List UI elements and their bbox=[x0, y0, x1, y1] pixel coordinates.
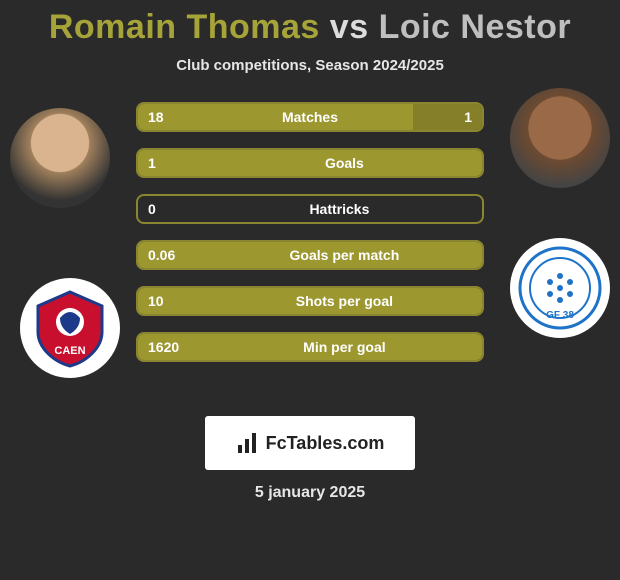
title-vs: vs bbox=[330, 8, 369, 46]
stat-right-value: 1 bbox=[413, 104, 482, 130]
stat-left-value: 18 bbox=[138, 104, 207, 130]
stat-left-value: 0 bbox=[138, 196, 207, 222]
subtitle: Club competitions, Season 2024/2025 bbox=[0, 57, 620, 74]
stat-label: Min per goal bbox=[207, 334, 482, 360]
player2-avatar bbox=[510, 88, 610, 188]
stat-label: Goals per match bbox=[207, 242, 482, 268]
stat-row: 1Goals bbox=[136, 148, 484, 178]
svg-text:CAEN: CAEN bbox=[54, 345, 85, 357]
comparison-panel: CAEN GF 38 18Matches11Goals0Hattricks0.0… bbox=[0, 98, 620, 398]
player1-club-badge: CAEN bbox=[20, 278, 120, 378]
page-title: Romain Thomas vs Loic Nestor bbox=[0, 0, 620, 47]
stat-left-value: 0.06 bbox=[138, 242, 207, 268]
brand-badge: FcTables.com bbox=[205, 416, 415, 470]
stat-left-value: 10 bbox=[138, 288, 207, 314]
stat-right-value bbox=[472, 196, 482, 222]
stat-label: Hattricks bbox=[207, 196, 472, 222]
stat-left-value: 1 bbox=[138, 150, 207, 176]
title-player2: Loic Nestor bbox=[379, 8, 572, 46]
stat-row: 0Hattricks bbox=[136, 194, 484, 224]
stat-label: Goals bbox=[207, 150, 482, 176]
player2-club-badge: GF 38 bbox=[510, 238, 610, 338]
club-badge-right-icon: GF 38 bbox=[518, 246, 602, 330]
stat-row: 0.06Goals per match bbox=[136, 240, 484, 270]
brand-text: FcTables.com bbox=[266, 433, 385, 454]
player1-avatar bbox=[10, 108, 110, 208]
stat-label: Matches bbox=[207, 104, 413, 130]
footer-date: 5 january 2025 bbox=[0, 484, 620, 502]
stat-left-value: 1620 bbox=[138, 334, 207, 360]
chart-icon bbox=[236, 431, 260, 455]
stat-bars: 18Matches11Goals0Hattricks0.06Goals per … bbox=[136, 102, 484, 378]
title-player1: Romain Thomas bbox=[49, 8, 320, 46]
stat-row: 1620Min per goal bbox=[136, 332, 484, 362]
stat-label: Shots per goal bbox=[207, 288, 482, 314]
stat-row: 10Shots per goal bbox=[136, 286, 484, 316]
club-badge-left-icon: CAEN bbox=[30, 288, 110, 368]
stat-row: 18Matches1 bbox=[136, 102, 484, 132]
svg-text:GF 38: GF 38 bbox=[546, 310, 574, 321]
